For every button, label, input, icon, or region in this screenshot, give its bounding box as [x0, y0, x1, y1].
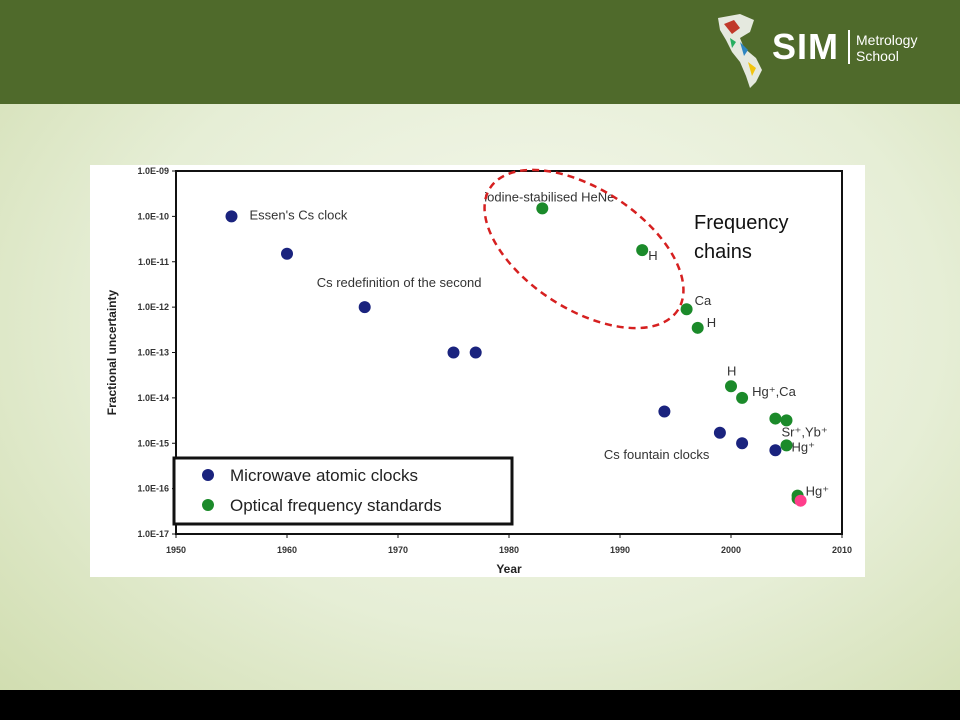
annotation-label: H	[727, 363, 736, 378]
legend-marker-optical	[202, 499, 214, 511]
data-point-optical	[780, 414, 793, 427]
legend-label-microwave: Microwave atomic clocks	[230, 466, 418, 485]
data-point-microwave	[713, 426, 726, 439]
data-point-microwave	[281, 247, 293, 260]
data-point-microwave	[658, 405, 671, 418]
data-point-optical	[636, 244, 649, 257]
logo-subtitle: Metrology School	[856, 32, 917, 64]
data-point-optical	[769, 412, 782, 425]
y-tick-label: 1.0E-17	[137, 529, 169, 539]
data-point-microwave	[769, 444, 782, 457]
frequency-chains-line1: Frequency	[694, 212, 789, 234]
y-tick-label: 1.0E-12	[137, 302, 169, 312]
scatter-chart: 1950 1960 1970 1980 1990 2000 2010 1.0E-17 1.0E-…	[105, 166, 852, 576]
logo-subtitle-line2: School	[856, 48, 899, 64]
annotation-label: H	[648, 248, 657, 263]
y-tick-label: 1.0E-14	[137, 393, 169, 403]
americas-map-icon	[718, 14, 762, 88]
chart-image: 1950 1960 1970 1980 1990 2000 2010 1.0E-17 1.0E-…	[90, 165, 865, 577]
x-tick-label: 1990	[610, 545, 630, 555]
annotation-label: Essen's Cs clock	[250, 207, 348, 222]
y-tick-label: 1.0E-10	[137, 211, 169, 221]
logo-subtitle-line1: Metrology	[856, 32, 918, 48]
data-point-microwave	[447, 346, 460, 359]
x-tick-label: 1950	[166, 545, 186, 555]
y-tick-label: 1.0E-13	[137, 348, 169, 358]
annotation-label: Cs redefinition of the second	[317, 275, 482, 290]
y-tick-label: 1.0E-11	[138, 257, 169, 267]
annotation-label: Cs fountain clocks	[604, 447, 710, 462]
legend-box	[172, 456, 514, 526]
x-tick-label: 1970	[388, 545, 408, 555]
annotation-label: Sr⁺,Yb⁺	[782, 424, 828, 439]
legend-marker-microwave	[202, 469, 214, 481]
frequency-chains-ellipse	[483, 168, 685, 330]
frequency-chains-line2: chains	[694, 241, 752, 263]
logo-divider	[848, 30, 850, 64]
data-point-optical	[536, 202, 549, 215]
annotation-label: Hg⁺,Ca	[752, 384, 796, 399]
data-point-optical	[780, 439, 793, 452]
slide-footer-bar	[0, 690, 960, 720]
data-point-microwave	[358, 301, 371, 314]
data-point-optical	[680, 303, 693, 316]
data-point-microwave	[736, 437, 749, 450]
y-tick-label: 1.0E-15	[137, 438, 169, 448]
y-axis-label: Fractional uncertainty	[105, 290, 119, 416]
annotation-label: Ca	[695, 293, 712, 308]
data-point-microwave	[469, 346, 482, 359]
sim-logo	[710, 12, 950, 92]
x-axis-label: Year	[496, 562, 522, 576]
slide-header-bar	[0, 0, 960, 104]
x-tick-label: 1960	[277, 545, 297, 555]
x-tick-label: 2000	[721, 545, 741, 555]
data-point-hg-plus	[794, 494, 807, 507]
annotation-label: iodine-stabilised HeNe	[484, 189, 614, 204]
legend-label-optical: Optical frequency standards	[230, 496, 442, 515]
data-point-optical	[736, 391, 749, 404]
data-point-microwave	[225, 210, 238, 223]
data-point-optical	[691, 321, 704, 334]
annotation-label: H	[707, 315, 716, 330]
logo-sim-text: SIM	[772, 26, 840, 67]
data-point-optical	[725, 380, 737, 393]
annotation-label: Hg⁺	[792, 439, 815, 454]
x-tick-label: 2010	[832, 545, 852, 555]
frequency-chains-label: Frequency chains	[694, 209, 789, 267]
y-tick-label: 1.0E-16	[137, 484, 169, 494]
y-tick-label: 1.0E-09	[137, 166, 169, 176]
x-tick-label: 1980	[499, 545, 519, 555]
annotation-label: Hg⁺	[806, 484, 829, 499]
